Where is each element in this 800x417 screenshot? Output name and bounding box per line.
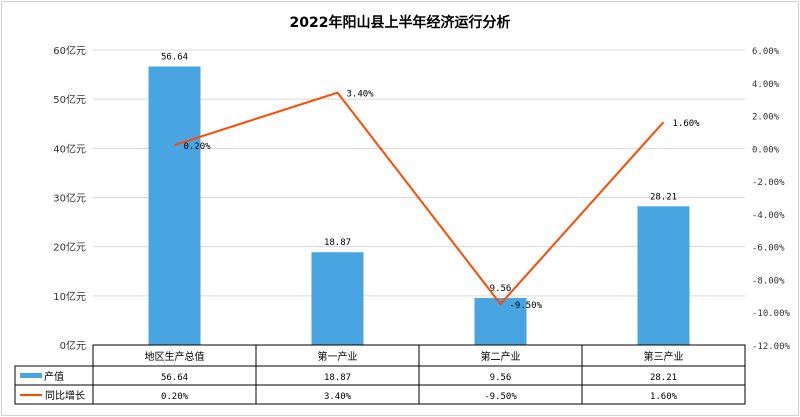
bar [637, 206, 690, 345]
bar-label: 56.64 [161, 53, 188, 63]
right-axis-tick: 4.00% [752, 80, 780, 90]
legend-bar-name: 产值 [44, 370, 64, 383]
left-axis-tick: 10亿元 [53, 290, 86, 303]
left-axis-tick: 60亿元 [53, 44, 86, 57]
left-axis-tick: 30亿元 [53, 192, 86, 205]
bar [474, 297, 527, 345]
table-cell-value: 18.87 [324, 373, 351, 383]
right-axis-tick: -12.00% [752, 342, 791, 352]
bar-label: 9.56 [490, 284, 512, 294]
table-cell-value: 28.21 [650, 373, 677, 383]
line-label: 0.20% [184, 142, 212, 152]
bar [311, 252, 364, 345]
line-label: 3.40% [347, 90, 375, 100]
left-axis-tick: 20亿元 [53, 241, 86, 254]
category-label: 第二产业 [481, 350, 521, 363]
chart-title: 2022年阳山县上半年经济运行分析 [290, 14, 511, 31]
left-axis-tick: 50亿元 [53, 93, 86, 106]
table-cell-value: 9.56 [490, 373, 512, 383]
left-axis-tick: 40亿元 [53, 142, 86, 155]
table-cell-value: 56.64 [161, 373, 188, 383]
right-axis-tick: -2.00% [752, 178, 785, 188]
category-label: 地区生产总值 [145, 350, 205, 363]
line-series [174, 91, 665, 306]
table-cell-growth: 3.40% [324, 392, 352, 402]
category-label: 第一产业 [318, 350, 358, 363]
line-label: 1.60% [673, 119, 701, 129]
right-axis-tick: -8.00% [752, 276, 785, 286]
bar-label: 28.21 [650, 192, 677, 202]
bar [148, 66, 201, 346]
table-cell-growth: -9.50% [484, 392, 517, 402]
right-axis-tick: 2.00% [752, 113, 780, 123]
table-cell-growth: 0.20% [161, 392, 189, 402]
line-label: -9.50% [510, 301, 543, 311]
category-label: 第三产业 [644, 350, 684, 363]
legend-bar-swatch [20, 373, 42, 378]
bar-label: 18.87 [324, 238, 351, 248]
right-axis-tick: 0.00% [752, 145, 780, 155]
right-axis-tick: 6.00% [752, 47, 780, 57]
legend-line-name: 同比增长 [45, 389, 85, 402]
table-cell-growth: 1.60% [650, 392, 678, 402]
right-axis-tick: -10.00% [752, 309, 791, 319]
right-axis-tick: -4.00% [752, 211, 785, 221]
left-axis-tick: 0亿元 [60, 339, 86, 352]
right-axis-tick: -6.00% [752, 244, 785, 254]
